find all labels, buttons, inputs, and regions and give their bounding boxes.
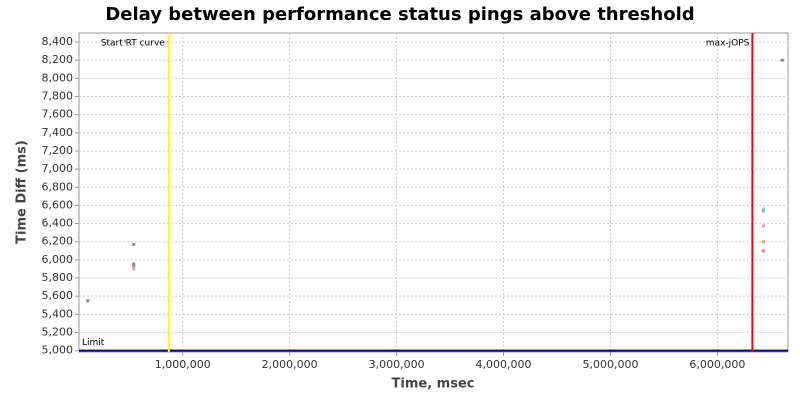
x-tick-label: 1,000,000 (155, 358, 211, 371)
x-axis-label: Time, msec (392, 377, 475, 392)
y-tick-label: 6,800 (42, 180, 74, 193)
point (132, 242, 136, 246)
y-tick-label: 8,000 (42, 71, 74, 84)
x-tick-label: 4,000,000 (476, 358, 532, 371)
point (780, 58, 784, 62)
y-tick-label: 7,000 (42, 162, 74, 175)
y-axis-label: Time Diff (ms) (15, 140, 30, 244)
y-tick-label: 7,200 (42, 144, 74, 157)
x-tick-label: 2,000,000 (262, 358, 318, 371)
y-tick-label: 7,600 (42, 108, 74, 121)
x-tick-label: 3,000,000 (369, 358, 425, 371)
y-tick-label: 5,800 (42, 271, 74, 284)
point (132, 267, 136, 271)
y-tick-label: 5,600 (42, 289, 74, 302)
point (132, 264, 136, 268)
point (761, 240, 765, 244)
marker-label: max-jOPS (706, 39, 750, 49)
threshold-label: Limit (82, 338, 105, 348)
chart-title: Delay between performance status pings a… (105, 4, 694, 25)
y-tick-label: 6,600 (42, 198, 74, 211)
y-tick-label: 8,200 (42, 53, 74, 66)
y-tick-label: 6,400 (42, 217, 74, 230)
point (761, 207, 765, 211)
point (761, 224, 765, 228)
point (761, 209, 765, 213)
y-tick-label: 7,400 (42, 126, 74, 139)
point (124, 39, 128, 43)
y-tick-label: 5,400 (42, 307, 74, 320)
marker-label: Start RT curve (101, 39, 165, 49)
y-tick-label: 5,200 (42, 325, 74, 338)
x-tick-label: 5,000,000 (582, 358, 638, 371)
y-tick-label: 8,400 (42, 35, 74, 48)
plot-area (78, 32, 789, 353)
point (761, 249, 765, 253)
point (86, 299, 90, 303)
y-tick-label: 7,800 (42, 90, 74, 103)
y-tick-label: 6,200 (42, 235, 74, 248)
y-tick-label: 5,000 (42, 344, 74, 357)
y-tick-label: 6,000 (42, 253, 74, 266)
point (132, 262, 136, 266)
x-tick-label: 6,000,000 (689, 358, 745, 371)
